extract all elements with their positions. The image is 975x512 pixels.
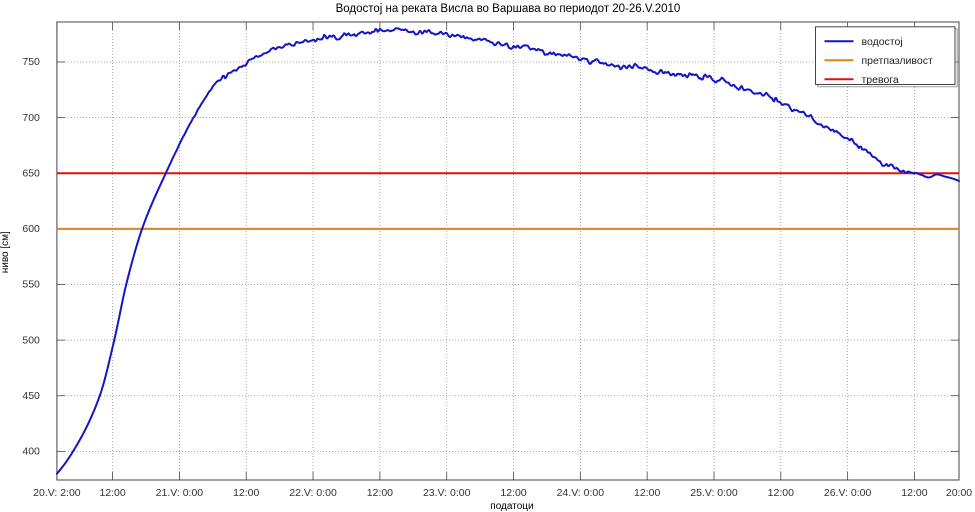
svg-text:12:00: 12:00	[768, 487, 794, 499]
svg-text:12:00: 12:00	[634, 487, 660, 499]
svg-text:претпазливост: претпазливост	[862, 55, 933, 67]
svg-text:23.V: 0:00: 23.V: 0:00	[423, 487, 471, 499]
svg-text:450: 450	[22, 390, 40, 402]
svg-text:750: 750	[22, 56, 40, 68]
svg-text:тревога: тревога	[862, 74, 899, 86]
svg-text:12:00: 12:00	[99, 487, 125, 499]
svg-text:25.V: 0:00: 25.V: 0:00	[690, 487, 738, 499]
svg-text:Водостој на реката Висла во Ва: Водостој на реката Висла во Варшава во п…	[336, 3, 681, 15]
svg-text:26.V: 0:00: 26.V: 0:00	[824, 487, 872, 499]
svg-text:550: 550	[22, 279, 40, 291]
svg-text:12:00: 12:00	[367, 487, 393, 499]
svg-text:22.V: 0:00: 22.V: 0:00	[289, 487, 337, 499]
svg-text:600: 600	[22, 223, 40, 235]
svg-text:20.V: 2:00: 20.V: 2:00	[33, 487, 81, 499]
svg-text:400: 400	[22, 446, 40, 458]
svg-text:24.V: 0:00: 24.V: 0:00	[557, 487, 605, 499]
svg-text:12:00: 12:00	[901, 487, 927, 499]
svg-text:водостој: водостој	[862, 36, 903, 48]
svg-text:500: 500	[22, 334, 40, 346]
svg-text:21.V: 0:00: 21.V: 0:00	[156, 487, 204, 499]
svg-text:700: 700	[22, 112, 40, 124]
svg-text:ниво [см]: ниво [см]	[0, 231, 11, 273]
svg-text:650: 650	[22, 167, 40, 179]
svg-text:20:00: 20:00	[946, 487, 972, 499]
svg-text:податоци: податоци	[490, 501, 533, 512]
svg-text:12:00: 12:00	[233, 487, 259, 499]
svg-text:12:00: 12:00	[500, 487, 526, 499]
